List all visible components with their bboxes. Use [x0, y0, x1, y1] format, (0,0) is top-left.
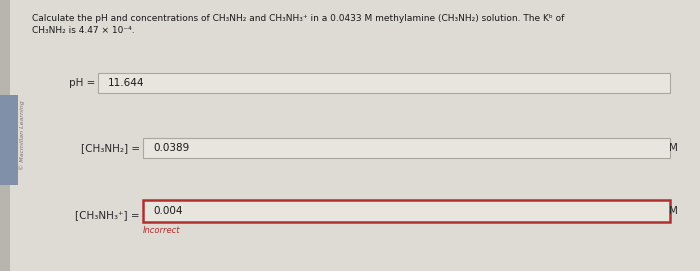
- Text: 0.004: 0.004: [153, 206, 183, 216]
- Text: M: M: [669, 206, 678, 216]
- Text: CH₃NH₂ is 4.47 × 10⁻⁴.: CH₃NH₂ is 4.47 × 10⁻⁴.: [32, 26, 134, 35]
- Text: 11.644: 11.644: [108, 78, 144, 88]
- Text: Incorrect: Incorrect: [143, 226, 181, 235]
- Text: [CH₃NH₂] =: [CH₃NH₂] =: [81, 143, 140, 153]
- Text: 0.0389: 0.0389: [153, 143, 189, 153]
- Bar: [143, 138, 670, 158]
- Text: [CH₃NH₃⁺] =: [CH₃NH₃⁺] =: [76, 210, 140, 220]
- Text: pH =: pH =: [69, 78, 95, 88]
- Text: © Macmillan Learning: © Macmillan Learning: [19, 100, 24, 170]
- Text: Calculate the pH and concentrations of CH₃NH₂ and CH₃NH₃⁺ in a 0.0433 M methylam: Calculate the pH and concentrations of C…: [32, 14, 564, 23]
- Bar: [0, 0, 10, 271]
- Bar: [0, 95, 18, 185]
- Bar: [143, 200, 670, 222]
- Text: M: M: [669, 143, 678, 153]
- Bar: [98, 73, 670, 93]
